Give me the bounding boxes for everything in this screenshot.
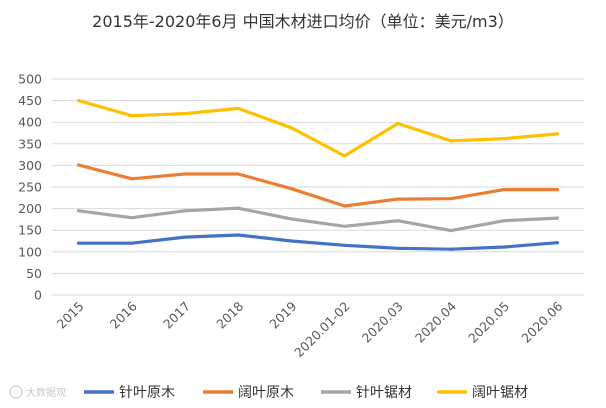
x-tick-label: 2019 <box>266 298 299 331</box>
y-tick-label: 50 <box>26 266 42 281</box>
x-tick-label: 2020.05 <box>465 299 512 346</box>
data-point <box>130 177 134 181</box>
legend-label: 阔叶锯材 <box>472 385 528 401</box>
x-tick-label: 2017 <box>160 299 193 332</box>
watermark-text: 大数据观 <box>26 386 66 399</box>
x-tick-label: 2015 <box>54 299 87 332</box>
x-tick-label: 2016 <box>107 298 140 331</box>
watermark-logo-icon <box>9 385 23 399</box>
data-point <box>236 106 240 110</box>
gridlines <box>52 78 584 296</box>
data-point <box>396 121 400 126</box>
series-line-2 <box>76 206 560 233</box>
data-point <box>77 241 81 245</box>
data-point <box>77 99 81 103</box>
data-point <box>236 233 240 237</box>
data-point <box>343 224 347 228</box>
data-point <box>289 239 293 243</box>
data-point <box>502 219 506 223</box>
legend-label: 阔叶原木 <box>238 385 294 401</box>
data-point <box>449 197 453 201</box>
data-point <box>289 217 293 221</box>
data-point <box>77 163 81 167</box>
y-tick-label: 250 <box>18 180 42 195</box>
y-tick-label: 400 <box>18 115 42 130</box>
x-tick-label: 2020.04 <box>412 298 459 345</box>
y-tick-label: 450 <box>18 93 42 108</box>
x-tick-label: 2020.01-02 <box>291 299 353 361</box>
series-lines <box>76 98 560 251</box>
data-point <box>289 126 293 130</box>
y-tick-label: 500 <box>18 72 42 87</box>
data-point <box>555 216 560 220</box>
data-point <box>183 111 187 116</box>
series-line-3 <box>76 98 560 158</box>
data-point <box>130 114 134 118</box>
data-point <box>396 197 400 201</box>
data-point <box>555 241 560 245</box>
legend-label: 针叶锯材 <box>356 385 412 401</box>
data-point <box>343 154 347 158</box>
data-point <box>502 245 506 249</box>
data-point <box>449 139 453 143</box>
x-tick-label: 2018 <box>213 298 246 331</box>
y-tick-label: 200 <box>18 201 42 216</box>
data-point <box>77 209 81 213</box>
chart-title: 2015年-2020年6月 中国木材进口均价（单位：美元/m3） <box>92 12 514 31</box>
series-line-1 <box>76 163 560 208</box>
legend-label: 针叶原木 <box>119 385 175 401</box>
y-axis-ticks: 0 50 100 150 200 250 300 350 400 450 500 <box>18 72 42 303</box>
data-point <box>502 137 506 141</box>
data-point <box>343 204 347 208</box>
data-point <box>555 187 560 192</box>
series-line-0 <box>76 233 560 251</box>
y-tick-label: 0 <box>34 288 42 303</box>
data-point <box>183 235 187 239</box>
data-point <box>396 219 400 223</box>
data-point <box>130 241 134 245</box>
x-tick-label: 2020.06 <box>518 298 565 345</box>
y-tick-label: 300 <box>18 158 42 173</box>
y-tick-label: 150 <box>18 223 42 238</box>
data-point <box>183 172 187 176</box>
data-point <box>502 187 506 192</box>
legend: 针叶原木 阔叶原木 针叶锯材 阔叶锯材 <box>84 385 528 401</box>
data-point <box>236 172 240 176</box>
data-point <box>396 246 400 250</box>
data-point <box>183 209 187 213</box>
watermark: 大数据观 <box>9 385 66 399</box>
y-tick-label: 350 <box>18 136 42 151</box>
data-point <box>236 206 240 210</box>
x-tick-label: 2020.03 <box>359 299 406 346</box>
data-point <box>555 132 560 136</box>
y-tick-label: 100 <box>18 244 42 259</box>
data-point <box>449 247 453 251</box>
data-point <box>289 187 293 191</box>
data-point <box>449 229 453 233</box>
data-point <box>343 243 347 247</box>
data-point <box>130 216 134 220</box>
